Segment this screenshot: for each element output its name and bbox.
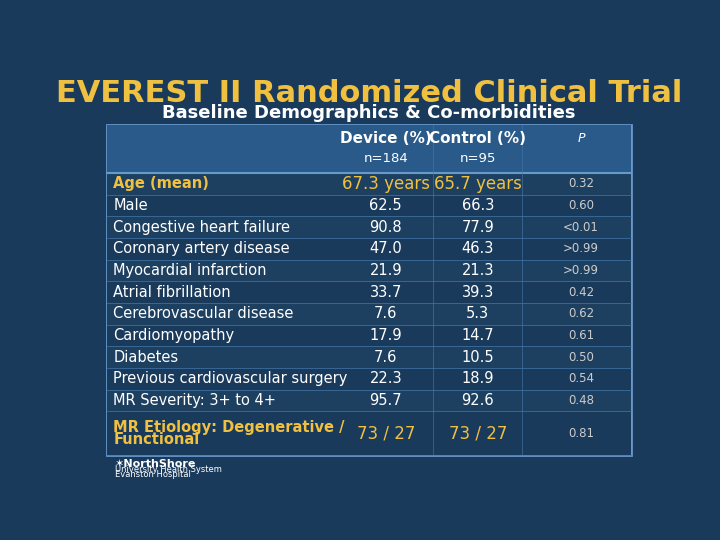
Text: Evanston Hospital: Evanston Hospital (115, 470, 191, 480)
Text: Control (%): Control (%) (429, 131, 526, 146)
FancyBboxPatch shape (107, 368, 631, 390)
FancyBboxPatch shape (107, 125, 631, 455)
Text: Cerebrovascular disease: Cerebrovascular disease (114, 306, 294, 321)
FancyBboxPatch shape (107, 125, 631, 173)
Text: Congestive heart failure: Congestive heart failure (114, 220, 290, 234)
FancyBboxPatch shape (107, 390, 631, 411)
FancyBboxPatch shape (107, 238, 631, 260)
Text: 7.6: 7.6 (374, 350, 397, 364)
Text: 0.50: 0.50 (568, 351, 594, 364)
Text: 62.5: 62.5 (369, 198, 402, 213)
FancyBboxPatch shape (107, 281, 631, 303)
Text: Device (%): Device (%) (340, 131, 431, 146)
Text: 0.32: 0.32 (568, 177, 594, 190)
Text: n=184: n=184 (364, 152, 408, 165)
Text: Baseline Demographics & Co-morbidities: Baseline Demographics & Co-morbidities (162, 104, 576, 122)
Text: University Health System: University Health System (115, 465, 222, 474)
Text: 14.7: 14.7 (462, 328, 494, 343)
Text: P: P (577, 132, 585, 145)
Text: 5.3: 5.3 (467, 306, 490, 321)
Text: <0.01: <0.01 (563, 221, 599, 234)
Text: 47.0: 47.0 (369, 241, 402, 256)
Text: 0.61: 0.61 (568, 329, 594, 342)
Text: 0.42: 0.42 (568, 286, 594, 299)
Text: 0.54: 0.54 (568, 373, 594, 386)
Text: 18.9: 18.9 (462, 372, 494, 387)
Text: 17.9: 17.9 (369, 328, 402, 343)
Text: 39.3: 39.3 (462, 285, 494, 300)
Text: 67.3 years: 67.3 years (342, 175, 430, 193)
Text: 66.3: 66.3 (462, 198, 494, 213)
Text: 73 / 27: 73 / 27 (356, 424, 415, 442)
Text: 90.8: 90.8 (369, 220, 402, 234)
Text: Previous cardiovascular surgery: Previous cardiovascular surgery (114, 372, 348, 387)
Text: 33.7: 33.7 (369, 285, 402, 300)
FancyBboxPatch shape (107, 173, 631, 194)
Text: 22.3: 22.3 (369, 372, 402, 387)
FancyBboxPatch shape (107, 411, 631, 455)
Text: MR Severity: 3+ to 4+: MR Severity: 3+ to 4+ (114, 393, 276, 408)
Text: 0.60: 0.60 (568, 199, 594, 212)
FancyBboxPatch shape (107, 346, 631, 368)
Text: Age (mean): Age (mean) (114, 176, 210, 191)
Text: 0.48: 0.48 (568, 394, 594, 407)
Text: 0.81: 0.81 (568, 427, 594, 440)
Text: Cardiomyopathy: Cardiomyopathy (114, 328, 235, 343)
Text: Atrial fibrillation: Atrial fibrillation (114, 285, 231, 300)
FancyBboxPatch shape (107, 194, 631, 217)
Text: Diabetes: Diabetes (114, 350, 179, 364)
Text: 65.7 years: 65.7 years (434, 175, 522, 193)
Text: 21.3: 21.3 (462, 263, 494, 278)
Text: MR Etiology: Degenerative /: MR Etiology: Degenerative / (114, 420, 345, 435)
Text: n=95: n=95 (459, 152, 496, 165)
Text: Male: Male (114, 198, 148, 213)
FancyBboxPatch shape (107, 217, 631, 238)
Text: Myocardial infarction: Myocardial infarction (114, 263, 267, 278)
Text: 10.5: 10.5 (462, 350, 494, 364)
Text: 21.9: 21.9 (369, 263, 402, 278)
Text: EVEREST II Randomized Clinical Trial: EVEREST II Randomized Clinical Trial (56, 79, 682, 109)
Text: 77.9: 77.9 (462, 220, 494, 234)
Text: 7.6: 7.6 (374, 306, 397, 321)
Text: 95.7: 95.7 (369, 393, 402, 408)
Text: 0.62: 0.62 (568, 307, 594, 320)
Text: ✶NorthShore: ✶NorthShore (115, 459, 197, 469)
Text: Functional: Functional (114, 431, 199, 447)
FancyBboxPatch shape (107, 325, 631, 346)
Text: Coronary artery disease: Coronary artery disease (114, 241, 290, 256)
Text: 46.3: 46.3 (462, 241, 494, 256)
FancyBboxPatch shape (107, 260, 631, 281)
FancyBboxPatch shape (107, 303, 631, 325)
Text: 73 / 27: 73 / 27 (449, 424, 507, 442)
Text: >0.99: >0.99 (563, 242, 599, 255)
Text: >0.99: >0.99 (563, 264, 599, 277)
Text: 92.6: 92.6 (462, 393, 494, 408)
